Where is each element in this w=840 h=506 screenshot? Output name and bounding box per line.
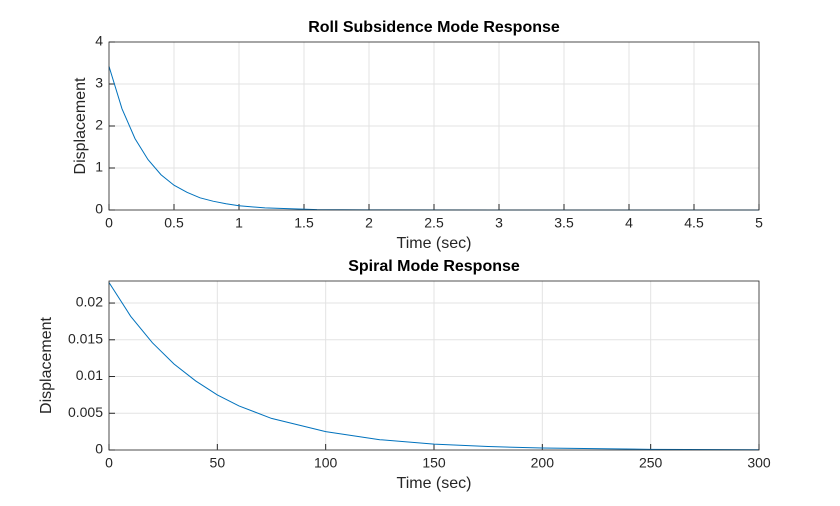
y-tick-label: 0.01	[76, 367, 103, 383]
x-tick-label: 250	[639, 455, 663, 471]
x-axis-label: Time (sec)	[397, 235, 472, 252]
x-tick-label: 3.5	[554, 215, 574, 231]
y-tick-label: 3	[95, 75, 103, 91]
x-tick-label: 100	[314, 455, 338, 471]
y-tick-label: 4	[95, 33, 103, 49]
x-tick-label: 200	[531, 455, 555, 471]
y-tick-label: 0.005	[68, 404, 103, 420]
x-axis-label: Time (sec)	[397, 475, 472, 492]
x-tick-label: 5	[755, 215, 763, 231]
y-axis-label: Displacement	[72, 77, 89, 174]
x-tick-label: 1	[235, 215, 243, 231]
axes-box	[108, 41, 760, 211]
y-tick-label: 0.02	[76, 294, 103, 310]
x-tick-label: 2.5	[424, 215, 444, 231]
x-tick-label: 3	[495, 215, 503, 231]
x-tick-label: 300	[747, 455, 771, 471]
axes-box	[108, 280, 760, 451]
x-tick-label: 2	[365, 215, 373, 231]
x-tick-label: 0.5	[164, 215, 184, 231]
x-tick-label: 4.5	[684, 215, 704, 231]
y-tick-label: 0	[95, 441, 103, 457]
chart-title: Roll Subsidence Mode Response	[308, 19, 560, 36]
x-tick-label: 0	[105, 215, 113, 231]
x-tick-label: 0	[105, 455, 113, 471]
y-axis-label: Displacement	[38, 316, 55, 413]
y-tick-label: 0	[95, 201, 103, 217]
data-line	[108, 282, 760, 451]
x-tick-label: 150	[422, 455, 446, 471]
y-tick-label: 2	[95, 117, 103, 133]
y-tick-label: 1	[95, 159, 103, 175]
x-tick-label: 4	[625, 215, 633, 231]
y-tick-label: 0.015	[68, 330, 103, 346]
x-tick-label: 50	[210, 455, 226, 471]
x-tick-label: 1.5	[294, 215, 314, 231]
chart-title: Spiral Mode Response	[348, 258, 520, 275]
